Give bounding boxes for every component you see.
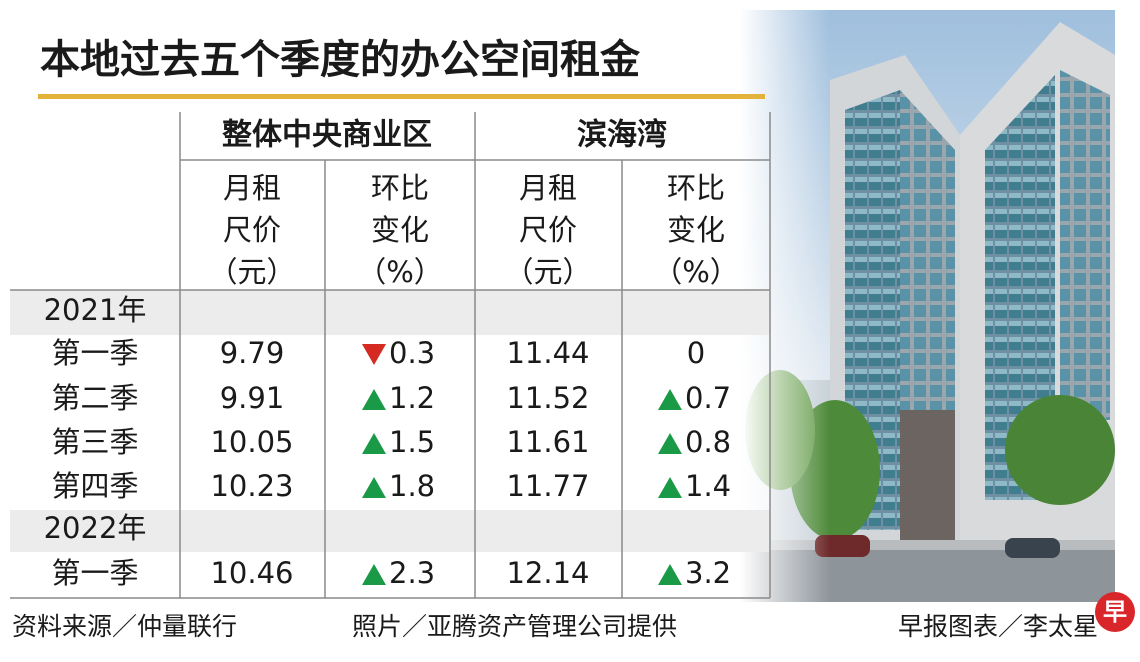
cell-value: 10.23 [210,469,293,503]
source: 资料来源／仲量联行 [12,612,237,641]
cell-value: 0.8 [685,425,731,459]
cell-value: 9.91 [220,381,285,415]
cell-value: 11.44 [506,336,589,370]
cell-value: 0 [687,336,705,370]
cell-value: 10.05 [210,425,293,459]
sub-header: 尺价 [223,213,281,247]
photo [740,10,1115,602]
group-header: 滨海湾 [577,118,667,153]
row-band [10,290,180,335]
trend-arrow [658,564,682,585]
trend-arrow [362,389,386,410]
cell-value: 12.14 [506,556,589,590]
cell-value: 10.46 [210,556,293,590]
sub-header: （元） [504,255,591,289]
sub-header: 变化 [371,213,429,247]
group-header: 整体中央商业区 [222,118,432,153]
credit: 早报图表／李太星 [898,612,1098,641]
logo [1095,592,1135,632]
trend-arrow [362,433,386,454]
cell-value: 11.77 [506,469,589,503]
cell-value: 11.52 [506,381,589,415]
table-lines [10,112,771,599]
title-underline [38,94,765,99]
row-label: 第一季 [51,556,138,590]
cell-value: 11.61 [506,425,589,459]
sub-header: 月租 [519,171,577,205]
trend-arrow [658,389,682,410]
trend-arrow [362,564,386,585]
row-label: 第一季 [51,336,138,370]
row-label: 第三季 [51,425,138,459]
sub-header: 环比 [371,171,429,205]
sub-header: 环比 [667,171,725,205]
cell-value: 2.3 [389,556,435,590]
row-label: 2021年 [44,293,147,327]
sub-header: （%） [357,255,443,289]
sub-header: 变化 [667,213,725,247]
cell-value: 1.5 [389,425,435,459]
row-label: 2022年 [44,511,147,545]
cell-value: 3.2 [685,556,731,590]
trend-arrow [362,477,386,498]
sub-header: （%） [653,255,739,289]
sub-header: 尺价 [519,213,577,247]
cell-value: 1.4 [685,469,731,503]
row-label: 第四季 [51,469,138,503]
cell-value: 0.3 [389,336,435,370]
trend-arrow [658,477,682,498]
logo-text: 早 [1103,598,1127,626]
row-band [10,510,770,552]
cell-value: 0.7 [685,381,731,415]
cell-value: 1.2 [389,381,435,415]
cell-value: 1.8 [389,469,435,503]
trend-arrow [362,344,386,365]
sub-header: （元） [208,255,295,289]
title: 本地过去五个季度的办公空间租金 [40,37,641,83]
trend-arrow [658,433,682,454]
cell-value: 9.79 [220,336,285,370]
sub-header: 月租 [223,171,281,205]
row-label: 第二季 [51,381,138,415]
photo-credit: 照片／亚腾资产管理公司提供 [352,612,677,641]
